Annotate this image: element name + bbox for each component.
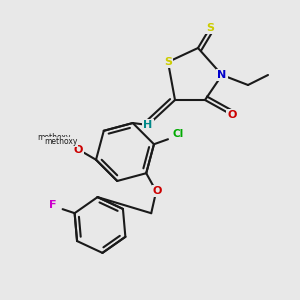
Text: S: S — [164, 57, 172, 67]
Text: methoxy: methoxy — [37, 133, 71, 142]
Text: Cl: Cl — [172, 129, 184, 139]
Text: N: N — [218, 70, 226, 80]
Text: O: O — [73, 145, 83, 155]
Text: methoxy: methoxy — [44, 137, 77, 146]
Text: O: O — [227, 110, 237, 120]
Text: H: H — [143, 120, 153, 130]
Text: F: F — [49, 200, 56, 210]
Text: S: S — [206, 23, 214, 33]
Text: O: O — [152, 186, 162, 196]
